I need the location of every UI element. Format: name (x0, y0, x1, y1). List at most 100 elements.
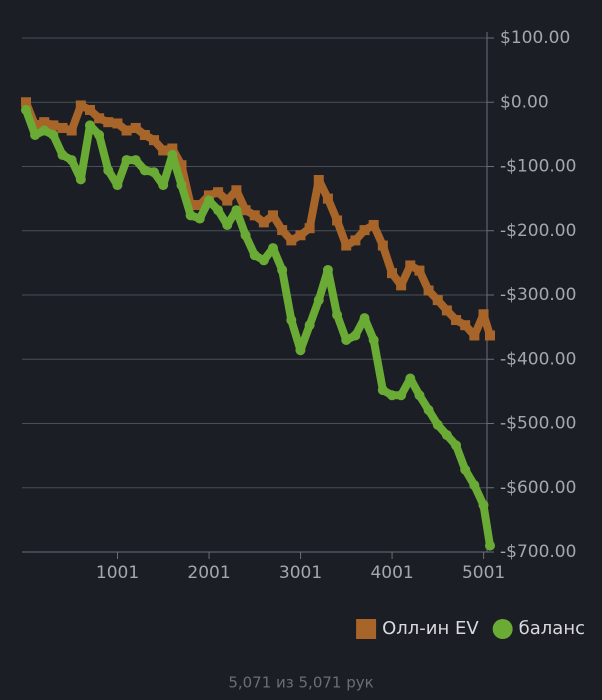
data-point (295, 230, 306, 241)
data-point (213, 205, 224, 216)
data-point (432, 295, 443, 306)
data-point (396, 280, 407, 291)
data-point (48, 120, 59, 131)
data-point (405, 260, 416, 271)
y-tick-label: -$300.00 (500, 285, 576, 305)
data-point (240, 230, 251, 241)
y-tick-label: $0.00 (500, 92, 549, 112)
data-point (377, 385, 388, 396)
data-point (176, 180, 187, 191)
x-tick-label: 1001 (96, 563, 139, 583)
data-point (84, 120, 95, 131)
data-point (313, 295, 324, 306)
data-point (222, 219, 233, 230)
data-point (75, 174, 86, 185)
data-point (368, 334, 379, 345)
data-point (258, 217, 269, 228)
data-point (194, 213, 205, 224)
data-point (57, 149, 68, 160)
data-point (441, 305, 452, 316)
data-point (469, 480, 480, 491)
legend-marker (356, 619, 377, 639)
data-point (130, 155, 141, 166)
data-point (386, 390, 397, 401)
data-point (423, 405, 434, 416)
y-tick-label: $100.00 (500, 28, 570, 48)
data-point (359, 225, 370, 236)
data-point (332, 309, 343, 320)
data-point (414, 390, 425, 401)
data-point (121, 155, 132, 166)
data-point (423, 285, 434, 296)
data-point (121, 125, 132, 136)
y-tick-label: -$200.00 (500, 221, 576, 241)
data-point (21, 97, 31, 108)
data-point (368, 219, 379, 230)
data-point (203, 195, 214, 206)
y-tick-label: -$400.00 (500, 349, 576, 369)
y-tick-label: -$700.00 (500, 542, 576, 562)
data-point (377, 240, 388, 251)
data-point (66, 155, 77, 166)
data-point (313, 174, 324, 185)
data-point (213, 187, 224, 198)
data-point (240, 205, 251, 216)
data-point (158, 145, 169, 156)
data-point (194, 200, 205, 211)
y-tick-label: -$500.00 (500, 414, 576, 434)
data-point (286, 235, 297, 246)
data-point (231, 205, 242, 216)
data-point (341, 240, 352, 251)
data-point (485, 540, 495, 551)
data-point (485, 330, 495, 341)
data-point (396, 390, 407, 401)
y-tick-label: -$100.00 (500, 157, 576, 177)
data-point (286, 315, 297, 326)
data-point (39, 125, 50, 136)
data-point (268, 243, 279, 254)
data-point (341, 334, 352, 345)
data-point (167, 149, 178, 160)
series-line (22, 108, 494, 547)
data-point (139, 130, 150, 141)
data-point (66, 125, 77, 136)
data-point (94, 113, 105, 124)
data-point (350, 235, 361, 246)
data-point (167, 143, 178, 154)
data-point (469, 330, 480, 341)
data-point (21, 104, 31, 115)
x-tick-label: 5001 (462, 563, 505, 583)
data-point (268, 210, 279, 221)
legend-marker (492, 619, 513, 639)
data-point (322, 264, 333, 275)
data-point (149, 135, 160, 146)
data-point (249, 210, 260, 221)
data-point (277, 264, 288, 275)
data-point (231, 185, 242, 196)
data-point (249, 250, 260, 261)
legend-label: Олл-ин EV (382, 618, 479, 639)
x-tick-label: 2001 (187, 563, 230, 583)
data-point (158, 180, 169, 191)
data-point (322, 193, 333, 204)
data-point (414, 265, 425, 276)
data-point (386, 268, 397, 279)
data-point (478, 500, 489, 511)
data-point (222, 195, 233, 206)
data-point (332, 215, 343, 226)
data-point (478, 309, 489, 320)
data-point (359, 313, 370, 324)
data-point (48, 130, 59, 141)
data-point (75, 100, 86, 111)
data-point (451, 315, 462, 326)
x-tick-label: 4001 (370, 563, 413, 583)
data-point (84, 104, 95, 115)
data-point (149, 167, 160, 178)
data-point (304, 223, 315, 234)
data-point (432, 419, 443, 430)
y-tick-label: -$600.00 (500, 478, 576, 498)
data-point (112, 118, 123, 129)
data-point (295, 345, 306, 356)
data-point (185, 210, 196, 221)
